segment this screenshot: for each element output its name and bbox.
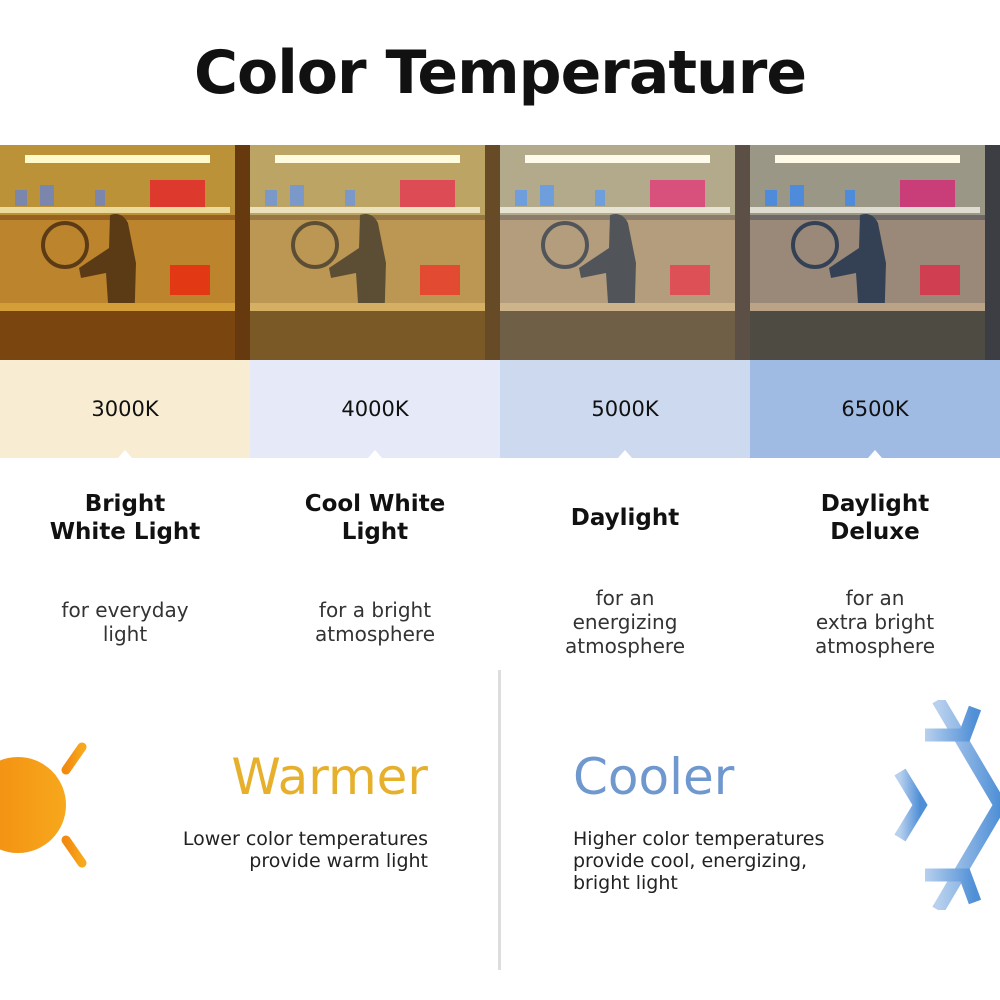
desc-line: atmosphere (565, 634, 685, 658)
workshop-photo (750, 145, 1000, 360)
desc-line: energizing (572, 610, 678, 634)
name-line: White Light (49, 519, 201, 545)
desc-line: atmosphere (315, 622, 435, 646)
cooler-description: Higher color temperatures provide cool, … (573, 828, 824, 894)
kelvin-bands: 3000K 4000K 5000K 6500K (0, 360, 1000, 458)
desc-line: for an (595, 586, 655, 610)
kelvin-band: 5000K (500, 360, 750, 458)
warmer-description: Lower color temperatures provide warm li… (183, 828, 428, 872)
pointer-notch (868, 450, 882, 458)
temperature-description: for everyday light (0, 586, 250, 658)
temperature-description: for an energizing atmosphere (500, 586, 750, 658)
kelvin-label: 4000K (341, 397, 409, 421)
kelvin-label: 5000K (591, 397, 659, 421)
workshop-photo (0, 145, 250, 360)
temperature-descriptions: Bright White Light for everyday light Co… (0, 490, 1000, 658)
temperature-column: Daylight for an energizing atmosphere (500, 490, 750, 658)
temperature-column: Daylight Deluxe for an extra bright atmo… (750, 490, 1000, 658)
temperature-name: Daylight Deluxe (750, 490, 1000, 546)
snowflake-icon (875, 700, 1000, 910)
divider (498, 670, 501, 970)
page-title: Color Temperature (193, 38, 807, 108)
name-line: Daylight (820, 491, 930, 517)
workshop-photo-strip (0, 145, 1000, 360)
name-line: Daylight (570, 505, 680, 531)
temperature-description: for a bright atmosphere (250, 586, 500, 658)
pointer-notch (118, 450, 132, 458)
warmer-line: Lower color temperatures (182, 828, 428, 850)
kelvin-label: 3000K (91, 397, 159, 421)
kelvin-band: 4000K (250, 360, 500, 458)
kelvin-label: 6500K (841, 397, 909, 421)
name-line: Cool White (304, 491, 446, 517)
cooler-line: Higher color temperatures (573, 828, 825, 850)
temperature-column: Bright White Light for everyday light (0, 490, 250, 658)
name-line: Light (341, 519, 409, 545)
cooler-line: provide cool, energizing, (573, 850, 808, 872)
cooler-line: bright light (573, 872, 678, 894)
kelvin-band: 6500K (750, 360, 1000, 458)
temperature-description: for an extra bright atmosphere (750, 586, 1000, 658)
kelvin-band: 3000K (0, 360, 250, 458)
desc-line: for a bright (318, 598, 432, 622)
temperature-name: Bright White Light (0, 490, 250, 546)
sun-icon (0, 709, 119, 901)
pointer-notch (368, 450, 382, 458)
desc-line: extra bright (815, 610, 935, 634)
workshop-photo (500, 145, 750, 360)
name-line: Bright (84, 491, 166, 517)
pointer-notch (618, 450, 632, 458)
warmer-line: provide warm light (249, 850, 428, 872)
name-line: Deluxe (830, 519, 920, 545)
temperature-column: Cool White Light for a bright atmosphere (250, 490, 500, 658)
desc-line: light (102, 622, 148, 646)
desc-line: atmosphere (815, 634, 935, 658)
cooler-heading: Cooler (573, 748, 735, 806)
desc-line: for everyday (61, 598, 189, 622)
warmer-heading: Warmer (231, 748, 428, 806)
temperature-name: Cool White Light (250, 490, 500, 546)
desc-line: for an (845, 586, 905, 610)
temperature-name: Daylight (500, 490, 750, 546)
workshop-photo (250, 145, 500, 360)
